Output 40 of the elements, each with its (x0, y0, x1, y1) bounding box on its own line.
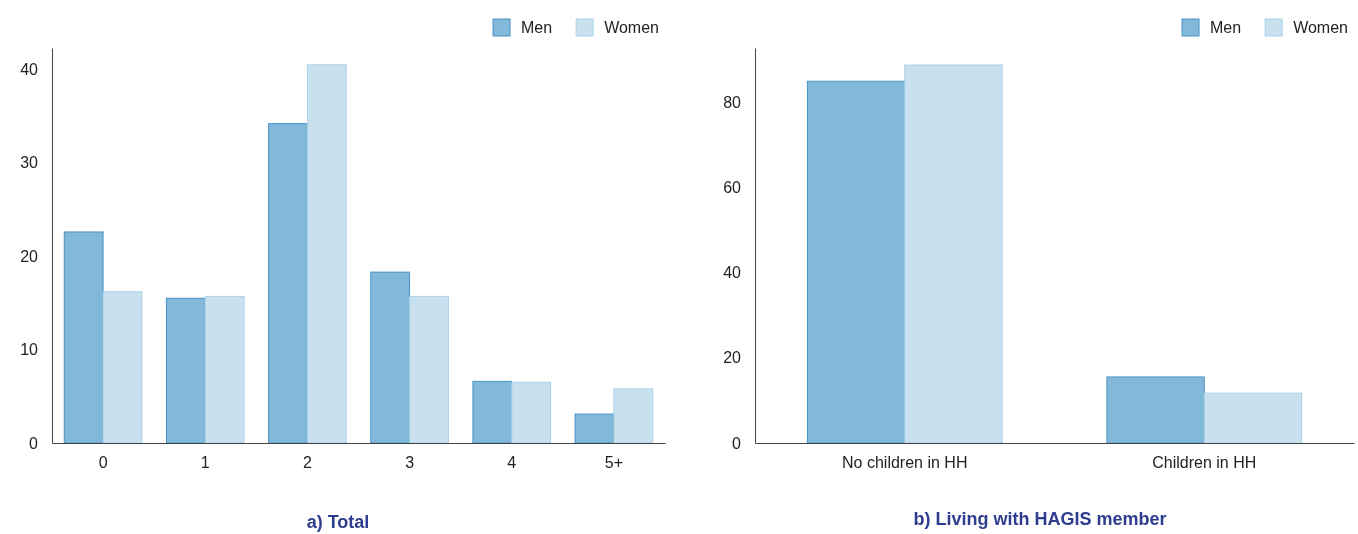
y-tick-label: 40 (723, 264, 742, 282)
x-tick-label: Children in HH (1152, 454, 1257, 472)
x-tick-label: 5+ (604, 454, 624, 472)
x-tick-label: 2 (302, 454, 312, 472)
bar (574, 413, 615, 444)
x-tick-label: 1 (200, 454, 210, 472)
y-tick-label: 0 (732, 434, 742, 452)
bar (204, 295, 245, 444)
bar (370, 271, 411, 444)
legend-label: Men (1210, 19, 1242, 36)
y-tick-label: 0 (29, 434, 39, 452)
y-tick-label: 40 (20, 61, 39, 79)
x-tick-label: 0 (98, 454, 108, 472)
text: b) Living with HAGIS member (913, 509, 1167, 529)
legend-label: Men (521, 19, 553, 36)
y-tick-label: 20 (723, 349, 742, 367)
y-tick-label: 20 (20, 247, 39, 265)
text: a) Total (306, 512, 370, 532)
bar (306, 64, 347, 444)
y-tick-label: 30 (20, 154, 39, 172)
bar (102, 291, 143, 444)
bar (904, 64, 1003, 444)
bar (268, 123, 308, 444)
bar (63, 231, 104, 444)
bar (613, 388, 654, 444)
legend-label: Women (1293, 19, 1348, 36)
bar (1203, 392, 1303, 444)
x-tick-label: No children in HH (842, 454, 968, 472)
y-tick-label: 10 (20, 341, 39, 359)
legend-label: Women (604, 19, 659, 36)
x-tick-label: 4 (507, 454, 517, 472)
bar (472, 380, 513, 444)
bar (806, 80, 906, 444)
y-tick-label: 60 (723, 178, 742, 196)
y-tick-label: 80 (723, 93, 742, 111)
bar (1106, 376, 1205, 444)
bar (511, 381, 552, 444)
bar (409, 295, 449, 444)
x-tick-label: 3 (405, 454, 415, 472)
bar (165, 297, 206, 444)
